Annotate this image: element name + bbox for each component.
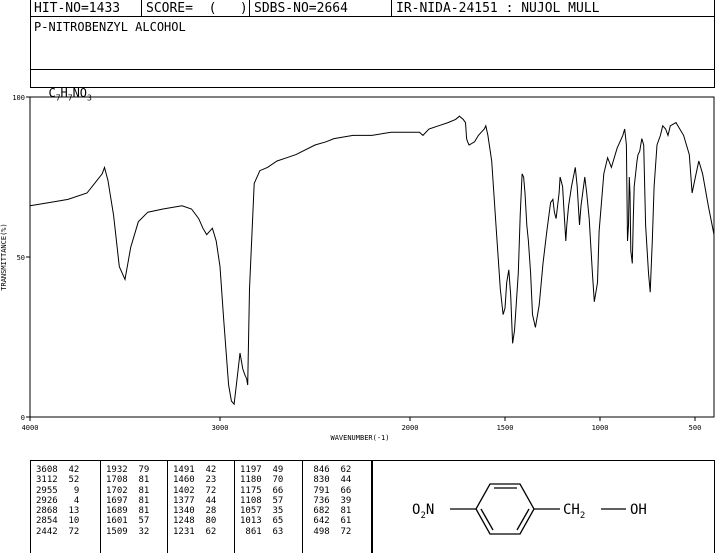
peak-entry: 2868 13 (36, 506, 80, 517)
peak-entry: 3608 42 (36, 465, 80, 475)
peak-column-2: 1932 79 1708 81 1702 81 1697 81 1689 81 1601 … (106, 465, 149, 537)
peak-entry: 791 66 (308, 485, 352, 496)
ch2-label: CH2 (563, 502, 585, 521)
peak-col-div-4 (302, 460, 303, 553)
spectrum-line (29, 115, 715, 406)
peak-entry: 1491 42 (173, 465, 217, 475)
hydroxyl-label: OH (630, 502, 647, 518)
peak-entry: 1509 32 (106, 526, 150, 537)
compound-name: P-NITROBENZYL ALCOHOL (34, 20, 186, 34)
x-tick-label: 4000 (22, 424, 39, 432)
x-axis-label: WAVENUMBER(-1) (330, 434, 389, 442)
sdbs-number: SDBS-NO=2664 (250, 0, 392, 17)
y-axis-label: TRANSMITTANCE(%) (0, 223, 8, 290)
peak-entry: 1708 81 (106, 475, 150, 486)
y-tick-label: 0 (21, 414, 25, 422)
peak-entry: 642 61 (308, 516, 352, 527)
x-tick-label: 500 (689, 424, 702, 432)
x-tick-label: 2000 (402, 424, 419, 432)
formula-divider (30, 69, 715, 70)
plot-frame (29, 96, 715, 418)
peak-col-div-1 (100, 460, 101, 553)
peak-entry: 1231 62 (173, 526, 217, 537)
score: SCORE= ( ) (142, 0, 250, 17)
peak-table (30, 460, 372, 553)
peak-entry: 1601 57 (106, 516, 150, 527)
peak-entry: 1932 79 (106, 465, 150, 475)
peak-entry: 2955 9 (36, 485, 80, 496)
peak-entry: 1057 35 (240, 506, 284, 517)
ir-spectrum-chart: 4000 3000 2000 1500 1000 500 0 50 100 WAVENUMBE… (0, 94, 715, 442)
peak-col-div-3 (234, 460, 235, 553)
x-axis-ticks: 4000 3000 2000 1500 1000 500 (22, 417, 702, 432)
y-axis-ticks: 0 50 100 (12, 94, 30, 422)
peak-entry: 736 39 (308, 495, 352, 506)
benzene-ring (475, 483, 535, 535)
peak-entry: 1689 81 (106, 506, 150, 517)
ring-double-bond-3 (516, 508, 530, 531)
peak-col-div-2 (167, 460, 168, 553)
peak-entry: 1460 23 (173, 475, 217, 486)
peak-entry: 2926 4 (36, 495, 80, 506)
peak-entry: 1377 44 (173, 495, 217, 506)
y-tick-label: 100 (12, 94, 25, 102)
peak-entry: 1702 81 (106, 485, 150, 496)
peak-entry: 861 63 (240, 526, 284, 537)
peak-entry: 2442 72 (36, 526, 80, 537)
y-tick-label: 50 (17, 254, 25, 262)
peak-column-3: 1491 42 1460 23 1402 72 1377 44 1340 28 1248 … (173, 465, 216, 537)
peak-entry: 3112 52 (36, 475, 80, 486)
x-tick-label: 1500 (497, 424, 514, 432)
peak-entry: 1248 80 (173, 516, 217, 527)
peak-entry: 2854 10 (36, 516, 80, 527)
x-tick-label: 1000 (592, 424, 609, 432)
peak-entry: 682 81 (308, 506, 352, 517)
hit-number: HIT-NO=1433 (30, 0, 142, 17)
peak-entry: 846 62 (308, 465, 352, 475)
peak-entry: 1197 49 (240, 465, 284, 475)
peak-entry: 498 72 (308, 526, 352, 537)
peak-entry: 830 44 (308, 475, 352, 486)
peak-entry: 1340 28 (173, 506, 217, 517)
peak-entry: 1180 70 (240, 475, 284, 486)
peak-entry: 1175 66 (240, 485, 284, 496)
nitro-group-label: O2N (412, 502, 434, 521)
peak-column-4: 1197 49 1180 70 1175 66 1108 57 1057 35 1013 … (240, 465, 283, 537)
ring-double-bond-2 (480, 508, 494, 531)
peak-entry: 1402 72 (173, 485, 217, 496)
molecular-structure: O2N CH2 OH (412, 483, 647, 535)
peak-entry: 1108 57 (240, 495, 284, 506)
peak-entry: 1697 81 (106, 495, 150, 506)
peak-column-1: 3608 42 3112 52 2955 9 2926 4 2868 13 2854 10… (36, 465, 79, 537)
peak-column-5: 846 62 830 44 791 66 736 39 682 81 642 6… (308, 465, 351, 537)
x-tick-label: 3000 (212, 424, 229, 432)
peak-entry: 1013 65 (240, 516, 284, 527)
ir-identifier: IR-NIDA-24151 : NUJOL MULL (396, 1, 600, 16)
